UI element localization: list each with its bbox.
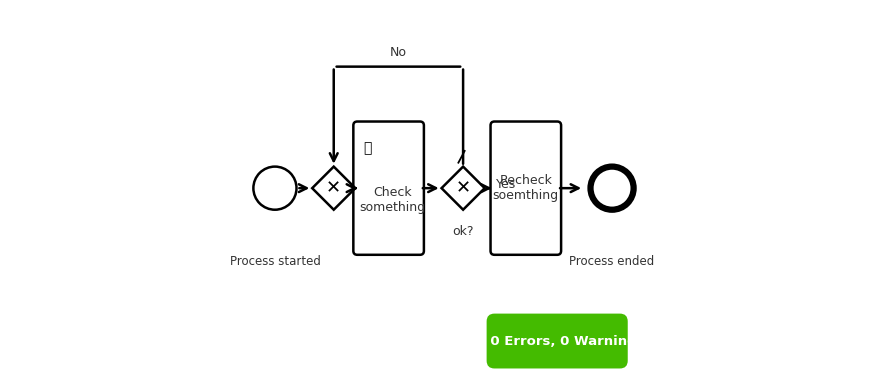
Polygon shape: [441, 167, 484, 210]
Text: ✕: ✕: [326, 179, 341, 197]
Text: 👤: 👤: [362, 141, 371, 155]
Polygon shape: [312, 167, 355, 210]
FancyBboxPatch shape: [490, 122, 561, 255]
Text: Process ended: Process ended: [569, 255, 654, 268]
Text: Recheck
soemthing: Recheck soemthing: [493, 174, 558, 202]
Text: No: No: [390, 46, 407, 59]
FancyBboxPatch shape: [353, 122, 424, 255]
Text: Yes: Yes: [496, 178, 516, 191]
Text: Process started: Process started: [229, 255, 320, 268]
Text: Check
something: Check something: [359, 186, 425, 214]
Text: ✓  0 Errors, 0 Warnings: ✓ 0 Errors, 0 Warnings: [470, 334, 644, 348]
Text: ✕: ✕: [455, 179, 470, 197]
Text: ok?: ok?: [452, 225, 473, 238]
FancyBboxPatch shape: [486, 314, 627, 368]
